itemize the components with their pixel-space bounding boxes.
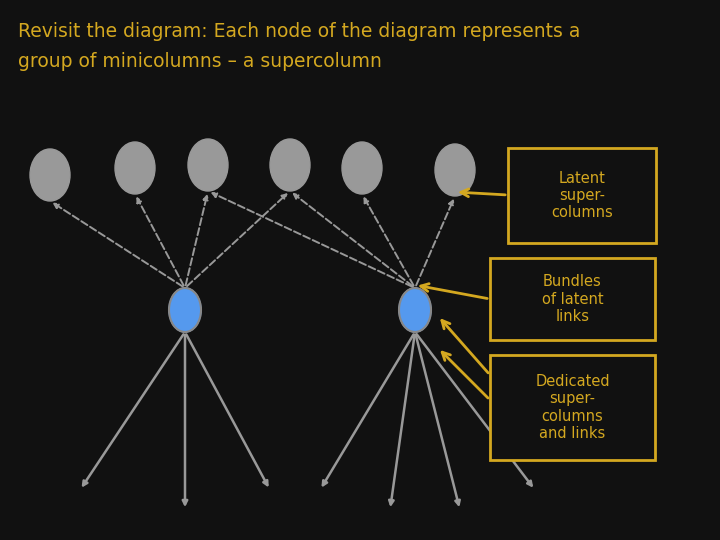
Ellipse shape	[169, 288, 201, 332]
Text: Revisit the diagram: Each node of the diagram represents a: Revisit the diagram: Each node of the di…	[18, 22, 580, 41]
Text: Bundles
of latent
links: Bundles of latent links	[541, 274, 603, 324]
Text: group of minicolumns – a supercolumn: group of minicolumns – a supercolumn	[18, 52, 382, 71]
Ellipse shape	[399, 288, 431, 332]
Bar	[508, 148, 656, 243]
Ellipse shape	[115, 142, 155, 194]
Ellipse shape	[342, 142, 382, 194]
Ellipse shape	[270, 139, 310, 191]
Text: Latent
super-
columns: Latent super- columns	[551, 171, 613, 220]
Bar	[490, 258, 655, 340]
Bar	[490, 355, 655, 460]
Ellipse shape	[188, 139, 228, 191]
Text: Dedicated
super-
columns
and links: Dedicated super- columns and links	[535, 374, 610, 441]
Ellipse shape	[30, 149, 70, 201]
Ellipse shape	[435, 144, 475, 196]
